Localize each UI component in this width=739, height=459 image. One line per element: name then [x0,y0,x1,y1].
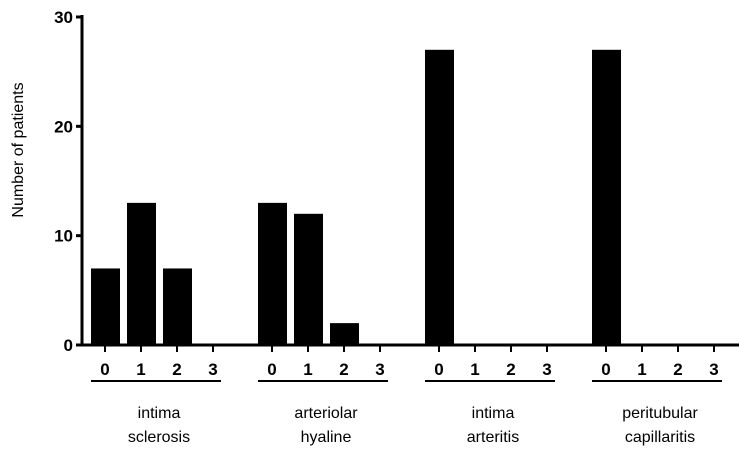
y-axis-title: Number of patients [10,82,27,217]
category-label: 1 [303,360,312,379]
group-label: peritubular [622,405,698,422]
bar [330,323,359,345]
category-label: 3 [375,360,384,379]
bar [127,202,156,345]
y-tick-label: 20 [54,117,73,136]
category-label: 2 [673,360,682,379]
group-label: arteriolar [294,405,358,422]
group-label: sclerosis [128,429,190,446]
y-tick-label: 30 [54,8,73,27]
category-label: 1 [637,360,646,379]
group-label: intima [138,405,181,422]
group-label: capillaritis [625,429,695,446]
category-label: 2 [172,360,181,379]
y-tick-label: 0 [64,336,73,355]
bar [258,202,287,345]
group-label: arteritis [467,429,519,446]
bar [592,49,621,346]
group-label: hyaline [301,429,352,446]
bar [425,49,454,346]
category-label: 3 [709,360,718,379]
y-tick-label: 10 [54,227,73,246]
bar [294,213,323,345]
category-label: 3 [542,360,551,379]
bar [91,268,120,345]
category-label: 0 [267,360,276,379]
category-label: 0 [100,360,109,379]
bar [163,268,192,345]
category-label: 1 [136,360,145,379]
category-label: 2 [339,360,348,379]
category-label: 3 [208,360,217,379]
category-label: 2 [506,360,515,379]
category-label: 0 [601,360,610,379]
category-label: 1 [470,360,479,379]
category-label: 0 [434,360,443,379]
group-label: intima [472,405,515,422]
